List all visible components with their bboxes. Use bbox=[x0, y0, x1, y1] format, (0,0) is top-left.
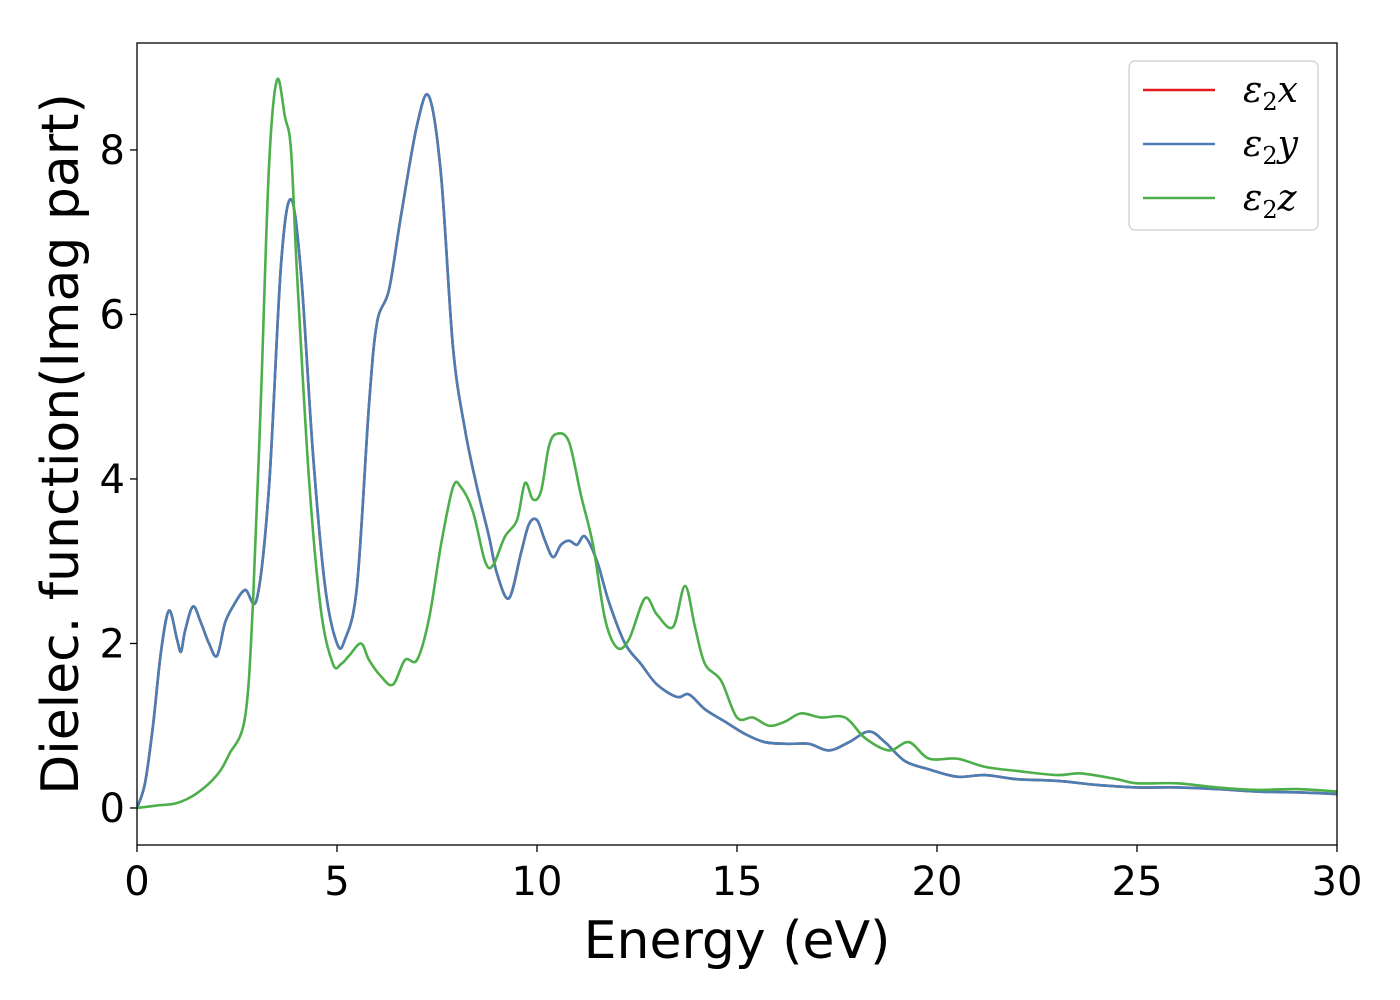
y-tick-label: 6 bbox=[100, 292, 125, 338]
x-axis-title: Energy (eV) bbox=[584, 911, 891, 971]
legend-label-y: ε2y bbox=[1243, 124, 1299, 170]
y-tick-label: 8 bbox=[100, 128, 125, 174]
y-tick-label: 2 bbox=[100, 621, 125, 667]
legend-label-z: ε2z bbox=[1243, 178, 1298, 224]
x-tick-label: 0 bbox=[124, 859, 149, 905]
y-axis: 0 2 4 6 8 bbox=[100, 128, 137, 832]
series-line-y bbox=[137, 93, 1337, 810]
legend: ε2x ε2y ε2z bbox=[1128, 60, 1319, 231]
x-tick-label: 5 bbox=[324, 859, 349, 905]
x-tick-label: 30 bbox=[1312, 859, 1363, 905]
legend-label-x: ε2x bbox=[1243, 70, 1298, 116]
series-layer bbox=[137, 77, 1337, 810]
x-tick-label: 25 bbox=[1112, 859, 1163, 905]
y-axis-title: Dielec. function(Imag part) bbox=[31, 93, 91, 795]
y-tick-label: 4 bbox=[100, 457, 125, 503]
x-tick-label: 10 bbox=[512, 859, 563, 905]
x-axis: 0 5 10 15 20 25 30 bbox=[124, 845, 1362, 905]
series-line-z bbox=[137, 77, 1337, 810]
x-tick-label: 15 bbox=[712, 859, 763, 905]
y-tick-label: 0 bbox=[100, 786, 125, 832]
legend-box bbox=[1128, 60, 1319, 231]
x-tick-label: 20 bbox=[912, 859, 963, 905]
